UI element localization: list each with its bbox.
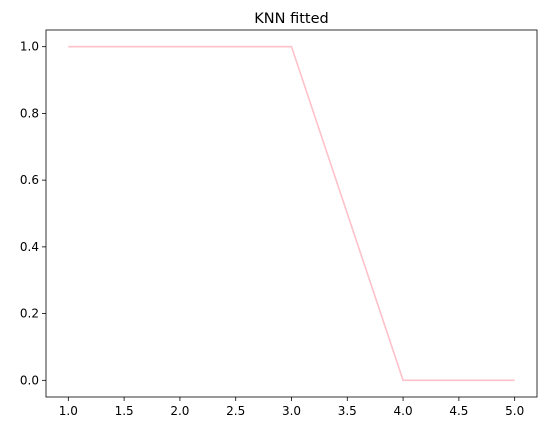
y-tick-label: 0.2 — [20, 307, 39, 321]
x-tick-label: 4.5 — [449, 404, 468, 418]
plot-frame — [45, 29, 538, 398]
x-tick-label: 3.5 — [338, 404, 357, 418]
y-tick-label: 0.6 — [20, 173, 39, 187]
series-line-0 — [68, 45, 515, 382]
y-tick-label: 0.8 — [20, 106, 39, 120]
x-axis: 1.0 1.5 2.0 2.5 3.0 3.5 4.0 4.5 5.0 — [59, 397, 524, 418]
series-layer — [68, 45, 515, 382]
x-tick-label: 2.5 — [226, 404, 245, 418]
x-tick-label: 1.5 — [115, 404, 134, 418]
x-tick-label: 1.0 — [59, 404, 78, 418]
y-tick-label: 0.4 — [20, 240, 39, 254]
x-tick-label: 5.0 — [505, 404, 524, 418]
x-tick-label: 3.0 — [282, 404, 301, 418]
chart-title: KNN fitted — [254, 11, 328, 27]
y-tick-label: 1.0 — [20, 40, 39, 54]
x-tick-label: 2.0 — [170, 404, 189, 418]
y-axis: 0.0 0.2 0.4 0.6 0.8 1.0 — [20, 40, 46, 387]
x-tick-label: 4.0 — [394, 404, 413, 418]
y-tick-label: 0.0 — [20, 373, 39, 387]
